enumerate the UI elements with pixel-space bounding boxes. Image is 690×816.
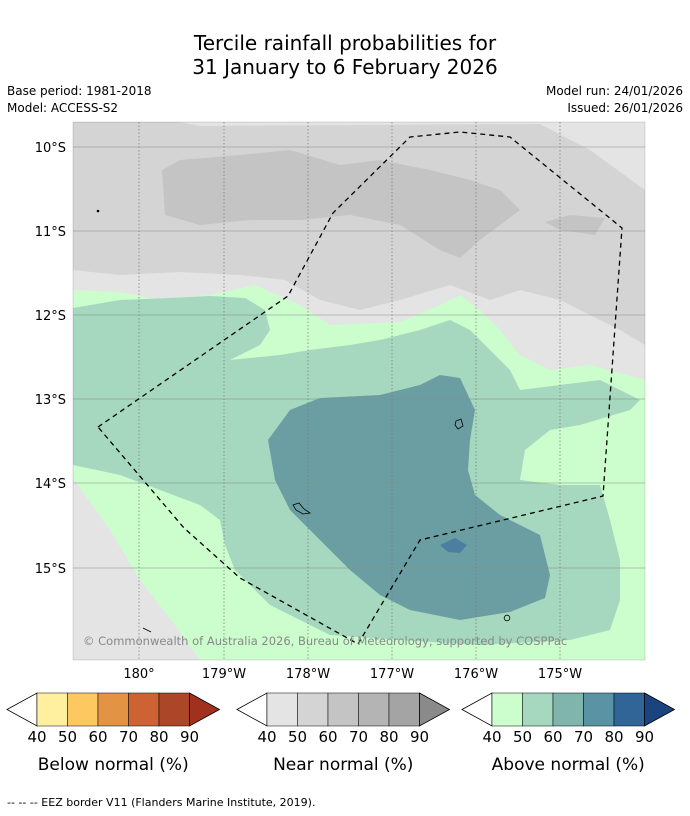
legend-tick-label: 80 xyxy=(149,728,168,746)
legend-swatch-max xyxy=(189,692,221,727)
island-outline xyxy=(292,502,312,515)
legend-tick-label: 80 xyxy=(379,728,398,746)
legend-tick-label: 50 xyxy=(288,728,307,746)
lat-label: 11°S xyxy=(35,225,66,240)
legend-tick-label: 90 xyxy=(410,728,429,746)
title-line-1: Tercile rainfall probabilities for xyxy=(193,31,497,55)
legend-swatch xyxy=(522,692,554,727)
latitude-labels: 10°S 11°S 12°S 13°S 14°S 15°S xyxy=(35,141,66,577)
lat-label: 14°S xyxy=(35,477,66,492)
legend-swatch xyxy=(158,692,190,727)
issued-date: Issued: 26/01/2026 xyxy=(567,101,683,115)
legend-tick-label: 90 xyxy=(635,728,654,746)
legend-title: Near normal (%) xyxy=(273,755,413,775)
island-outline xyxy=(96,209,100,213)
map-title: Tercile rainfall probabilities for 31 Ja… xyxy=(0,31,690,79)
island-outline xyxy=(503,614,511,622)
lon-label: 178°W xyxy=(286,667,330,682)
legend-title: Above normal (%) xyxy=(492,755,645,775)
legend-swatch-min xyxy=(236,692,268,727)
legend-tick-label: 50 xyxy=(58,728,77,746)
legend-swatch-min xyxy=(6,692,38,727)
legend-tick-label: 90 xyxy=(180,728,199,746)
legend-tick-label: 60 xyxy=(88,728,107,746)
meta-left: Base period: 1981-2018 Model: ACCESS-S2 xyxy=(7,83,152,117)
legend-swatch xyxy=(327,692,359,727)
base-period: Base period: 1981-2018 xyxy=(7,84,152,98)
legend-swatch xyxy=(36,692,68,727)
lat-label: 12°S xyxy=(35,309,66,324)
legend-tick-label: 60 xyxy=(543,728,562,746)
legend-above-normal: 40 50 60 70 80 90 Above normal (%) xyxy=(461,692,676,775)
above-normal-60-70-region xyxy=(268,375,550,620)
islands xyxy=(96,209,511,633)
model-run: Model run: 24/01/2026 xyxy=(545,84,683,98)
legend-swatch xyxy=(297,692,329,727)
lon-label: 180° xyxy=(123,667,154,682)
eez-footnote: -- -- -- EEZ border V11 (Flanders Marine… xyxy=(7,796,316,809)
legend-swatch xyxy=(552,692,584,727)
legend-swatch xyxy=(388,692,420,727)
model-name: Model: ACCESS-S2 xyxy=(7,101,119,115)
lon-label: 179°W xyxy=(202,667,246,682)
lon-label: 175°W xyxy=(538,667,582,682)
island-outline xyxy=(142,627,152,633)
eez-border xyxy=(97,131,623,645)
legend-tick-label: 70 xyxy=(574,728,593,746)
lat-label: 10°S xyxy=(35,141,66,156)
meta-right: Model run: 24/01/2026 Issued: 26/01/2026 xyxy=(546,83,683,117)
legend-swatch xyxy=(97,692,129,727)
lat-label: 15°S xyxy=(35,562,66,577)
legend-swatch xyxy=(583,692,615,727)
map-frame xyxy=(72,121,646,661)
longitude-labels: 180° 179°W 178°W 177°W 176°W 175°W xyxy=(123,667,582,682)
legend-swatch-max xyxy=(644,692,676,727)
legend-tick-label: 80 xyxy=(604,728,623,746)
map-fill-layers xyxy=(73,122,645,660)
legend-swatch-max xyxy=(419,692,451,727)
legend-below-normal: 40 50 60 70 80 90 Below normal (%) xyxy=(6,692,221,775)
legend-tick-label: 50 xyxy=(513,728,532,746)
legend-tick-label: 40 xyxy=(482,728,501,746)
legend-tick-label: 60 xyxy=(318,728,337,746)
legend-tick-label: 40 xyxy=(27,728,46,746)
lat-label: 13°S xyxy=(35,393,66,408)
legend-swatch xyxy=(358,692,390,727)
legend-tick-label: 70 xyxy=(119,728,138,746)
graticule xyxy=(73,122,645,660)
legend-title: Below normal (%) xyxy=(38,755,189,775)
legend-tick-label: 70 xyxy=(349,728,368,746)
legend-swatch xyxy=(491,692,523,727)
legend-swatch xyxy=(613,692,645,727)
legend-swatch xyxy=(266,692,298,727)
title-line-2: 31 January to 6 February 2026 xyxy=(192,55,498,79)
copyright-text: © Commonwealth of Australia 2026, Bureau… xyxy=(83,634,567,648)
legend-swatch xyxy=(67,692,99,727)
lon-label: 177°W xyxy=(370,667,414,682)
island-outline xyxy=(454,418,464,430)
legend-swatch xyxy=(128,692,160,727)
legend-swatch-min xyxy=(461,692,493,727)
above-normal-70-80-region xyxy=(440,538,467,553)
legend-tick-label: 40 xyxy=(257,728,276,746)
legend-near-normal: 40 50 60 70 80 90 Near normal (%) xyxy=(236,692,451,775)
lon-label: 176°W xyxy=(454,667,498,682)
